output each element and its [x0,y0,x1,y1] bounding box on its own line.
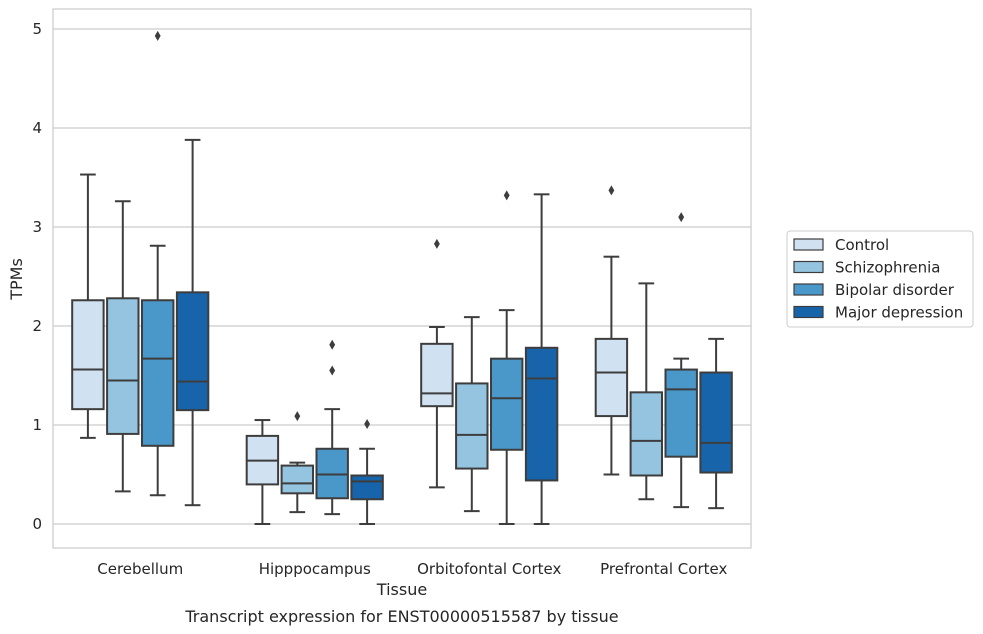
legend-label: Major depression [835,304,963,322]
legend-swatch [793,238,824,251]
box-schizophrenia [455,316,489,513]
box-major-depression [699,337,733,510]
box-iqr [629,391,664,477]
box-iqr [664,368,698,458]
box-bipolar-disorder [664,212,698,509]
box-iqr [524,346,559,482]
box-iqr [455,382,489,470]
legend-frame [786,230,974,328]
box-iqr [594,337,629,418]
y-tick-labels: 0 1 2 3 4 5 [32,20,42,533]
box-control [245,419,280,525]
legend-label: Schizophrenia [835,259,940,277]
y-tick-label: 4 [32,119,42,137]
box-major-depression [175,138,210,507]
box-schizophrenia [280,411,315,514]
y-tick-label: 2 [32,317,42,335]
legend-label: Control [835,236,889,254]
y-tick-label: 5 [32,20,42,38]
outlier-point [608,185,615,196]
box-bipolar-disorder [489,190,524,525]
box-iqr [175,291,210,412]
outlier-point [294,411,301,422]
x-axis-title: Tissue [376,580,427,599]
x-tick-label: Hipppocampus [259,560,371,578]
box-iqr [489,357,524,451]
box-control [71,173,105,439]
box-iqr [420,342,454,408]
legend: Control Schizophrenia Bipolar disorder Majo… [786,230,974,328]
box-iqr [71,299,105,411]
chart-caption: Transcript expression for ENST0000051558… [184,607,618,626]
box-schizophrenia [106,200,140,493]
plot-frame [52,8,752,549]
box-iqr [699,371,733,474]
outlier-point [364,419,371,430]
y-axis-title: TPMs [7,258,26,301]
x-tick-labels: Cerebellum Hipppocampus Orbitofontal Corte… [97,560,727,578]
box-major-depression [524,193,559,525]
x-tick-label: Prefrontal Cortex [600,560,727,578]
y-tick-label: 0 [32,515,42,533]
legend-label: Bipolar disorder [835,281,955,299]
outlier-point [329,339,336,350]
box-control [420,238,454,489]
legend-swatch [793,260,824,274]
box-plots [71,30,733,525]
box-bipolar-disorder [315,339,349,516]
x-tick-label: Cerebellum [97,560,183,578]
box-iqr [106,297,140,435]
outlier-point [503,190,510,201]
legend-swatch [793,305,824,319]
box-schizophrenia [629,282,664,501]
outlier-point [329,365,336,376]
box-major-depression [350,419,384,525]
box-control [594,185,629,476]
outlier-point [433,238,440,249]
box-iqr [280,464,315,495]
box-iqr [350,474,384,501]
box-bipolar-disorder [140,30,175,497]
outlier-point [154,30,161,41]
legend-swatch [793,283,824,296]
box-iqr [140,299,175,447]
y-tick-label: 1 [32,416,42,434]
y-tick-label: 3 [32,218,42,236]
outlier-point [678,212,685,223]
x-tick-label: Orbitofontal Cortex [417,560,561,578]
